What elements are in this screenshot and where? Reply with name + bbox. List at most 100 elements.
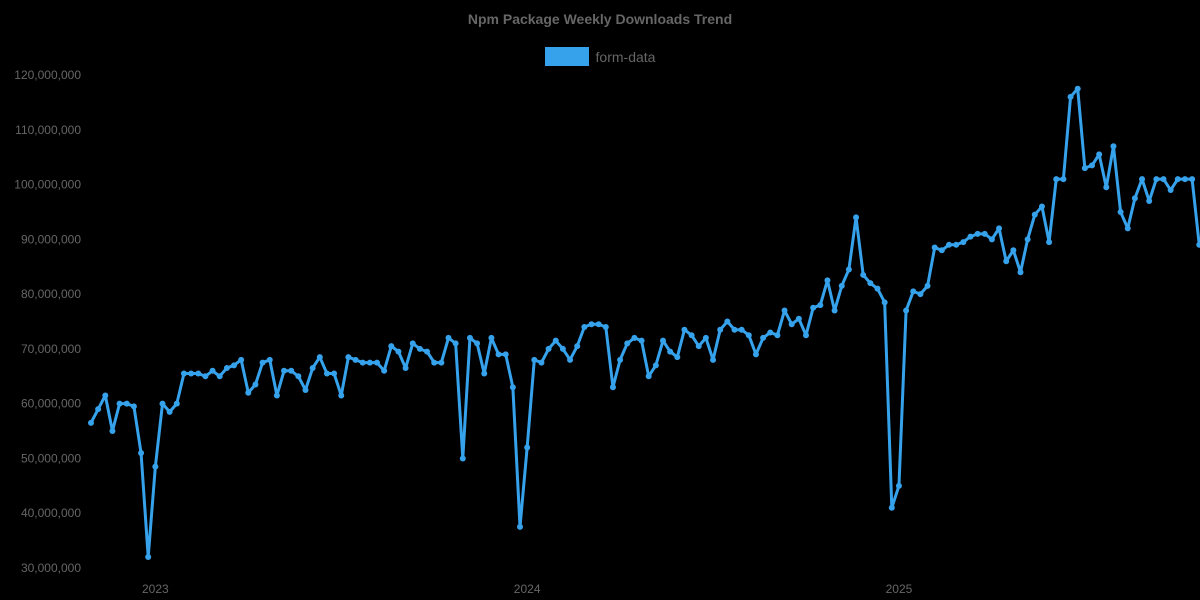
data-point[interactable] [967, 233, 974, 240]
data-point[interactable] [1153, 176, 1160, 183]
data-point[interactable] [767, 329, 774, 336]
data-point[interactable] [273, 392, 280, 399]
data-point[interactable] [960, 239, 967, 246]
data-point[interactable] [1053, 176, 1060, 183]
data-point[interactable] [931, 244, 938, 251]
data-point[interactable] [853, 214, 860, 221]
data-point[interactable] [152, 463, 159, 470]
data-point[interactable] [381, 367, 388, 374]
data-point[interactable] [202, 373, 209, 380]
data-point[interactable] [838, 282, 845, 289]
data-point[interactable] [359, 359, 366, 366]
data-point[interactable] [216, 373, 223, 380]
data-point[interactable] [574, 343, 581, 350]
data-point[interactable] [195, 370, 202, 377]
data-point[interactable] [617, 356, 624, 363]
data-point[interactable] [1031, 211, 1038, 218]
data-point[interactable] [674, 354, 681, 361]
data-point[interactable] [938, 247, 945, 254]
data-point[interactable] [595, 321, 602, 328]
data-point[interactable] [459, 455, 466, 462]
data-point[interactable] [424, 348, 431, 355]
data-point[interactable] [695, 343, 702, 350]
data-point[interactable] [874, 285, 881, 292]
data-point[interactable] [102, 392, 109, 399]
data-point[interactable] [109, 428, 116, 435]
data-point[interactable] [88, 419, 94, 426]
data-point[interactable] [517, 523, 523, 530]
data-point[interactable] [488, 334, 495, 341]
data-point[interactable] [745, 332, 752, 339]
data-point[interactable] [323, 370, 330, 377]
data-point[interactable] [509, 384, 516, 391]
data-point[interactable] [681, 326, 688, 333]
data-point[interactable] [910, 288, 917, 295]
data-point[interactable] [374, 359, 380, 366]
data-point[interactable] [588, 321, 595, 328]
data-point[interactable] [946, 241, 952, 248]
data-point[interactable] [1010, 247, 1017, 254]
data-point[interactable] [1131, 195, 1138, 202]
data-point[interactable] [974, 230, 981, 237]
data-point[interactable] [645, 373, 652, 380]
data-point[interactable] [238, 356, 245, 363]
data-point[interactable] [895, 482, 902, 489]
data-point[interactable] [281, 367, 288, 374]
data-point[interactable] [388, 343, 395, 350]
data-point[interactable] [1124, 225, 1131, 232]
data-point[interactable] [252, 381, 259, 388]
data-point[interactable] [524, 444, 531, 451]
data-point[interactable] [266, 356, 273, 363]
data-point[interactable] [345, 354, 352, 361]
data-point[interactable] [752, 351, 759, 358]
data-point[interactable] [431, 359, 438, 366]
data-point[interactable] [223, 365, 230, 372]
data-point[interactable] [1196, 241, 1200, 248]
data-point[interactable] [302, 386, 309, 393]
data-point[interactable] [1110, 143, 1117, 150]
data-point[interactable] [860, 271, 867, 278]
data-point[interactable] [1067, 93, 1074, 100]
data-point[interactable] [1046, 239, 1053, 246]
data-point[interactable] [1160, 176, 1167, 183]
data-point[interactable] [831, 307, 838, 314]
data-point[interactable] [988, 236, 995, 243]
legend-swatch-form-data[interactable] [544, 47, 589, 66]
data-point[interactable] [95, 406, 102, 413]
data-point[interactable] [624, 340, 631, 347]
data-point[interactable] [1103, 184, 1110, 191]
data-point[interactable] [881, 299, 888, 306]
data-point[interactable] [145, 554, 152, 561]
data-point[interactable] [817, 302, 824, 309]
data-point[interactable] [1117, 208, 1124, 215]
data-point[interactable] [903, 307, 910, 314]
data-point[interactable] [452, 340, 459, 347]
data-point[interactable] [288, 367, 295, 374]
data-point[interactable] [1096, 151, 1103, 158]
data-point[interactable] [602, 323, 609, 330]
data-point[interactable] [188, 370, 195, 377]
data-point[interactable] [710, 356, 717, 363]
data-point[interactable] [652, 362, 659, 369]
data-point[interactable] [724, 318, 731, 325]
data-point[interactable] [1146, 197, 1153, 204]
data-point[interactable] [545, 345, 552, 352]
data-point[interactable] [1060, 176, 1067, 183]
data-point[interactable] [738, 326, 745, 333]
data-point[interactable] [245, 389, 252, 396]
data-point[interactable] [559, 345, 566, 352]
data-point[interactable] [638, 337, 645, 344]
data-point[interactable] [760, 334, 767, 341]
data-point[interactable] [803, 332, 809, 339]
data-point[interactable] [123, 400, 130, 407]
data-point[interactable] [631, 334, 638, 341]
data-point[interactable] [1181, 176, 1188, 183]
data-point[interactable] [331, 370, 338, 377]
data-point[interactable] [781, 307, 788, 314]
data-point[interactable] [116, 400, 123, 407]
data-point[interactable] [702, 334, 709, 341]
data-point[interactable] [395, 348, 402, 355]
data-point[interactable] [953, 241, 960, 248]
data-point[interactable] [166, 408, 173, 415]
data-point[interactable] [795, 315, 802, 322]
